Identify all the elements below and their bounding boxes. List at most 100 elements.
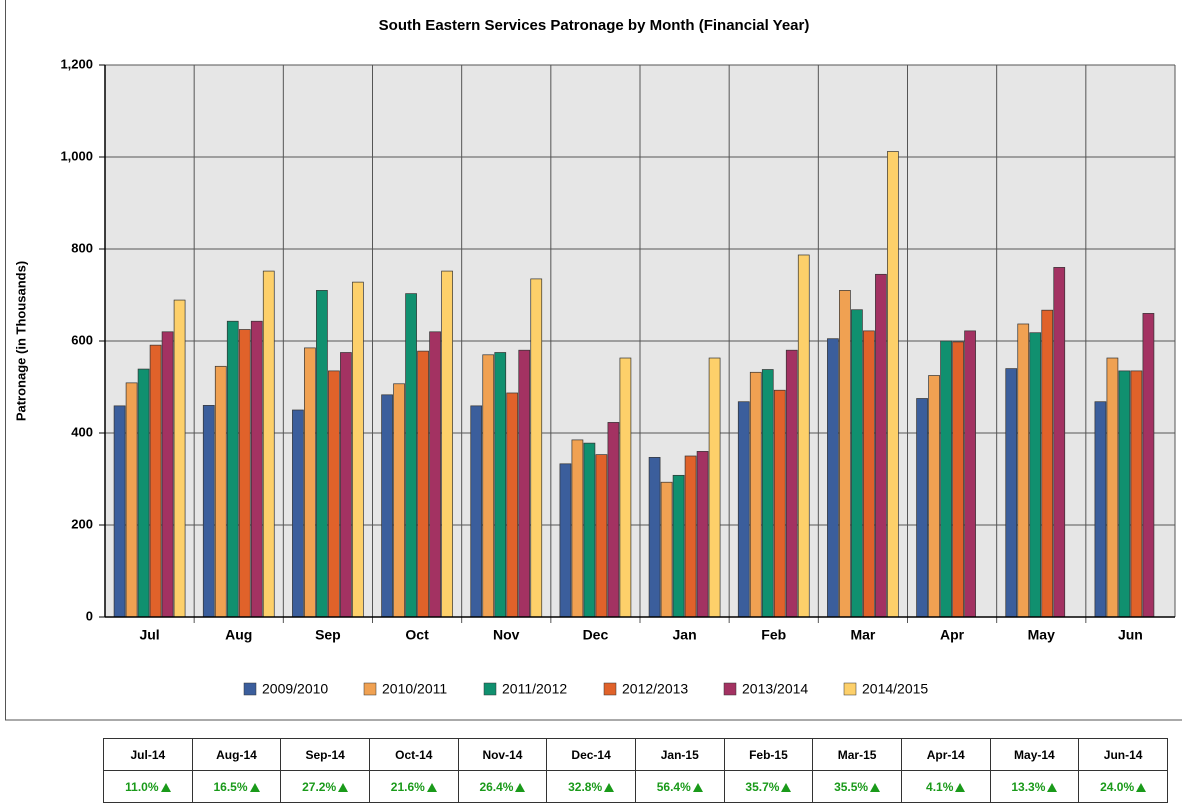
bar: [340, 352, 352, 618]
bar: [1053, 267, 1066, 618]
bar: [607, 422, 620, 618]
bar: [827, 338, 839, 618]
bar: [125, 382, 138, 618]
x-tick-label: Sep: [315, 627, 341, 643]
bar: [737, 401, 750, 618]
bar: [875, 273, 887, 618]
up-arrow: [870, 782, 881, 792]
value-cell: 35.7%: [723, 770, 814, 803]
header-cell: Mar-15: [812, 738, 902, 771]
table-row: 11.0% 16.5% 27.2% 21.6% 26.4% 32.8% 56.4% 35.7%…: [103, 770, 1168, 803]
up-arrow: [338, 782, 349, 792]
y-tick-label: 600: [71, 332, 93, 347]
cell-text: 11.0%: [125, 779, 159, 794]
growth-table: Jul-14 Aug-14 Sep-14 Oct-14 Nov-14 Dec-14 Jan-…: [103, 738, 1168, 803]
bar: [595, 454, 608, 618]
bar: [964, 330, 976, 618]
table-header: Jul-14 Aug-14 Sep-14 Oct-14 Nov-14 Dec-14 Jan-…: [103, 738, 1168, 771]
cell-text: 56.4%: [656, 779, 691, 794]
bar: [684, 455, 697, 618]
bar: [173, 299, 186, 618]
bar: [441, 270, 453, 618]
header-cell: Apr-14: [900, 738, 991, 771]
header-cell: Aug-14: [191, 738, 282, 771]
cell-text: 4.1%: [926, 779, 954, 794]
bar: [1130, 370, 1143, 618]
bar: [316, 290, 328, 618]
bar: [262, 270, 275, 618]
value-cell: 24.0%: [1078, 770, 1168, 803]
bar: [470, 405, 483, 618]
cell-text: 16.5%: [213, 779, 248, 794]
x-tick-label: Jun: [1118, 627, 1143, 643]
up-arrow: [1047, 782, 1058, 792]
value-cell: 32.8%: [546, 770, 636, 803]
up-arrow: [1136, 782, 1147, 792]
bar: [214, 365, 227, 618]
bar: [250, 320, 263, 618]
value-cell: 13.3%: [989, 770, 1080, 803]
cell-text: 32.8%: [568, 779, 603, 794]
header-cell: Jan-15: [634, 738, 725, 771]
cell-text: 26.4%: [479, 779, 514, 794]
bar: [1005, 368, 1018, 618]
bar: [648, 457, 661, 618]
y-tick-label: 0: [86, 608, 93, 623]
header-cell: Oct-14: [368, 738, 459, 771]
value-cell: 56.4%: [634, 770, 725, 803]
header-cell: Feb-15: [723, 738, 814, 771]
bar: [797, 254, 810, 618]
chart: South Eastern Services Patronage by Mont…: [5, 0, 1182, 721]
y-axis-label: Patronage (in Thousands): [13, 261, 28, 421]
bar: [202, 405, 215, 618]
y-tick-label: 1,000: [60, 148, 93, 163]
bar: [381, 394, 393, 618]
bar: [405, 293, 417, 618]
bar: [292, 409, 304, 618]
bar: [137, 368, 150, 618]
value-cell: 4.1%: [900, 770, 991, 803]
value-cell: 35.5%: [812, 770, 902, 803]
bar: [1094, 401, 1107, 618]
bar: [393, 383, 405, 618]
x-tick-label: Mar: [850, 627, 875, 643]
legend-swatch: [723, 682, 737, 696]
bar: [696, 451, 709, 618]
bar: [161, 331, 174, 618]
bar: [328, 370, 340, 618]
y-tick-label: 200: [71, 516, 93, 531]
bar: [482, 354, 495, 618]
bar: [113, 405, 126, 618]
x-tick-label: Nov: [493, 627, 520, 643]
bar: [149, 344, 162, 618]
legend-swatch: [363, 682, 377, 696]
up-arrow: [515, 782, 526, 792]
bar: [518, 349, 531, 618]
bar: [619, 357, 632, 618]
y-tick-label: 400: [71, 424, 93, 439]
bar: [863, 330, 875, 618]
legend-label: 2014/2015: [862, 681, 928, 697]
bar: [583, 442, 596, 618]
bar: [1142, 313, 1155, 618]
bar: [429, 331, 441, 618]
up-arrow: [160, 782, 171, 792]
up-arrow: [781, 782, 792, 792]
bar: [851, 309, 863, 618]
value-cell: 27.2%: [280, 770, 370, 803]
x-tick-label: Aug: [225, 627, 252, 643]
bar: [1118, 370, 1131, 618]
bar: [506, 392, 519, 618]
bar: [1106, 357, 1119, 618]
value-cell: 26.4%: [457, 770, 548, 803]
bar: [1041, 309, 1054, 618]
legend-swatch: [243, 682, 257, 696]
x-tick-label: Jan: [673, 627, 697, 643]
bar: [226, 320, 239, 618]
up-arrow: [249, 782, 260, 792]
bar: [952, 341, 964, 618]
header-cell: Jun-14: [1078, 738, 1168, 771]
legend-label: 2010/2011: [382, 681, 447, 697]
x-tick-label: Apr: [940, 627, 965, 643]
